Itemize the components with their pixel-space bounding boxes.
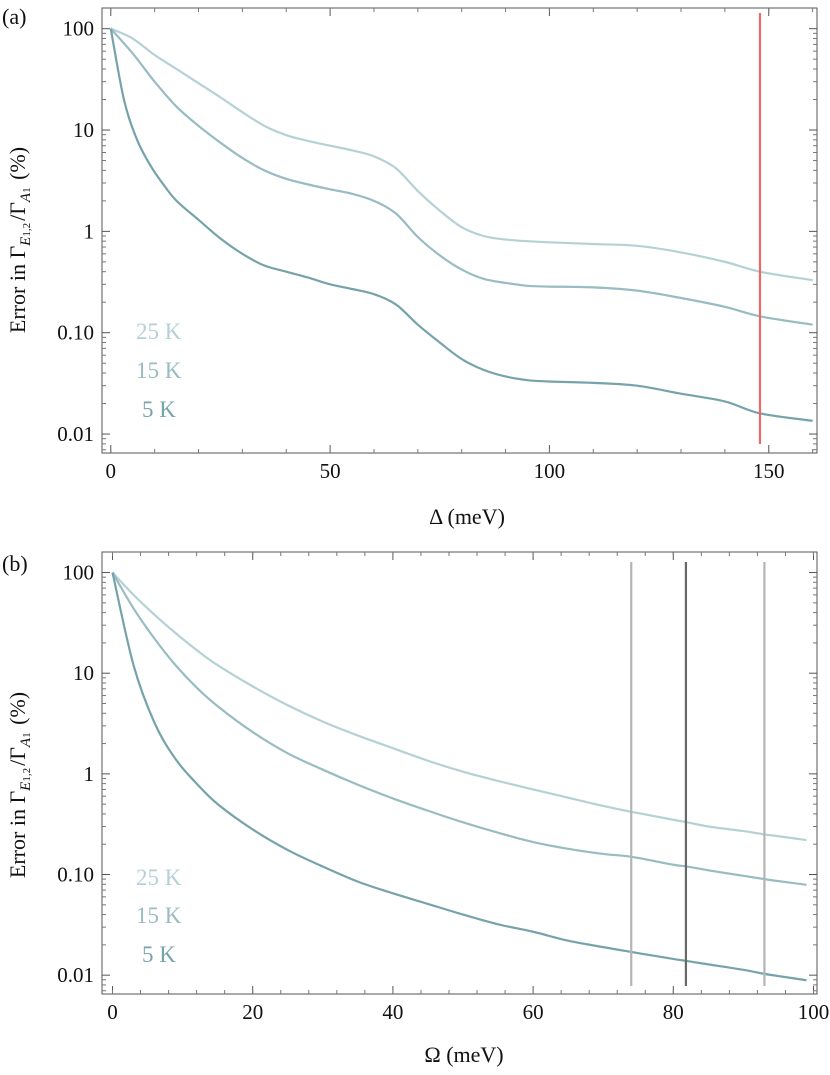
legend-5k: 5 K: [142, 397, 176, 422]
x-tick-label: 80: [663, 1000, 684, 1024]
panel-a: (a) 0 50 100 150 100 10 1 0.10 0.01 Δ (meV) Erro…: [2, 4, 818, 529]
series-line-15k: [111, 571, 807, 886]
panel-a-legend: 25 K 15 K 5 K: [136, 319, 182, 422]
y-tick-label: 10: [73, 661, 94, 685]
panel-a-frame: [101, 7, 818, 454]
series-line-25k: [110, 27, 813, 282]
x-tick-label: 40: [382, 1000, 403, 1024]
x-tick-label: 20: [242, 1000, 263, 1024]
y-tick-label: 10: [73, 118, 94, 142]
y-tick-label: 100: [63, 561, 95, 585]
legend-5k: 5 K: [142, 942, 176, 967]
panel-a-xlabel: Δ (meV): [429, 504, 505, 529]
legend-15k: 15 K: [136, 903, 182, 928]
panel-b-xlabel: Ω (meV): [424, 1042, 503, 1067]
panel-b-ticks: 0 20 40 60 80 100 100 10 1 0.10 0.01: [57, 552, 829, 1024]
x-tick-label: 0: [106, 459, 117, 483]
y-tick-label: 0.10: [57, 321, 94, 345]
y-tick-label: 0.01: [57, 422, 94, 446]
panel-b-vlines: [630, 562, 766, 986]
legend-25k: 25 K: [136, 319, 182, 344]
panel-b-lines: [111, 571, 807, 982]
y-tick-label: 0.01: [57, 963, 94, 987]
panel-a-ticks: 0 50 100 150 100 10 1 0.10 0.01: [57, 8, 817, 483]
y-tick-label: 100: [63, 17, 95, 41]
x-tick-label: 150: [753, 459, 785, 483]
panel-b: (b) 0 20 40 60 80 100 100 10 1 0.10 0.01 Ω (meV) E…: [2, 551, 829, 1067]
y-tick-label: 0.10: [57, 863, 94, 887]
panel-b-ylabel: Error in ΓE1,2/ΓA1 (%): [5, 692, 34, 878]
series-line-5k: [111, 572, 807, 982]
x-tick-label: 50: [320, 459, 341, 483]
x-tick-label: 60: [523, 1000, 544, 1024]
series-line-25k: [111, 571, 807, 842]
x-tick-label: 0: [107, 1000, 118, 1024]
panel-b-label: (b): [2, 551, 28, 576]
series-line-5k: [109, 28, 813, 422]
legend-25k: 25 K: [136, 865, 182, 890]
panel-b-frame: [101, 551, 818, 995]
panel-b-legend: 25 K 15 K 5 K: [136, 865, 182, 967]
x-tick-label: 100: [534, 459, 566, 483]
legend-15k: 15 K: [136, 358, 182, 383]
series-line-15k: [109, 27, 813, 326]
panel-a-lines: [109, 27, 813, 422]
panel-a-ylabel: Error in ΓE1,2/ΓA1 (%): [5, 147, 34, 333]
x-tick-label: 100: [798, 1000, 830, 1024]
panel-a-label: (a): [2, 4, 26, 29]
y-tick-label: 1: [84, 762, 95, 786]
y-tick-label: 1: [84, 219, 95, 243]
